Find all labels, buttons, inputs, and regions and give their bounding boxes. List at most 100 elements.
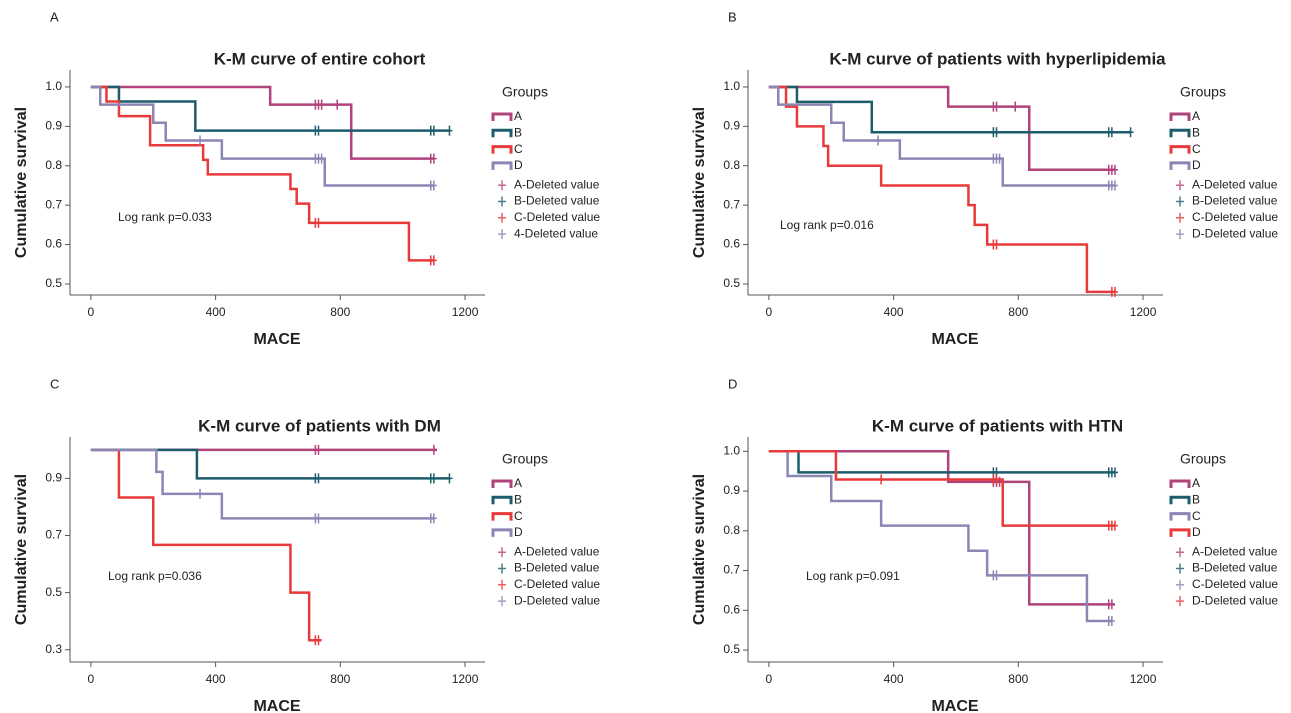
legend-censor-swatch — [1176, 196, 1184, 207]
y-tick-label: 0.5 — [723, 642, 740, 656]
legend-label: B — [514, 125, 522, 139]
legend-swatch — [1169, 528, 1191, 537]
panel: D K-M curve of patients with HTN MACE Cumul… — [691, 376, 1278, 713]
legend-label: D — [514, 525, 523, 539]
y-tick-label: 0.9 — [45, 471, 62, 485]
chart-title: K-M curve of patients with HTN — [872, 416, 1123, 435]
legend-label: A-Deleted value — [514, 544, 600, 558]
censor-mark — [993, 570, 1000, 581]
y-axis-label: Cumulative survival — [13, 474, 30, 625]
legend-label: C-Deleted value — [1192, 210, 1278, 224]
legend-label: B — [1192, 125, 1200, 139]
legend-swatch — [491, 528, 513, 537]
panel-label: B — [728, 9, 737, 24]
x-axis-label: MACE — [253, 331, 300, 348]
legend-label: B — [1192, 492, 1200, 506]
survival-curve — [768, 450, 1115, 474]
legend-swatch — [1169, 145, 1191, 154]
legend-label: A-Deleted value — [1192, 544, 1278, 558]
x-tick-label: 1200 — [452, 672, 479, 686]
y-tick-label: 1.0 — [45, 79, 62, 93]
y-tick-label: 0.7 — [45, 197, 62, 211]
legend-swatch — [491, 479, 513, 488]
y-tick-label: 0.7 — [723, 563, 740, 577]
y-tick-label: 0.9 — [45, 119, 62, 133]
legend-censor-swatch — [1176, 579, 1184, 590]
legend-label: C-Deleted value — [1192, 577, 1278, 591]
legend-title: Groups — [502, 84, 548, 100]
y-axis-label: Cumulative survival — [691, 474, 708, 625]
x-tick-label: 0 — [88, 672, 95, 686]
censor-mark — [315, 217, 322, 228]
censor-mark — [446, 473, 453, 484]
legend-censor-swatch — [498, 547, 506, 558]
panel: A K-M curve of entire cohort MACE Cumulativ… — [13, 9, 600, 348]
censor-mark — [315, 125, 322, 136]
legend-censor-swatch — [1176, 596, 1184, 607]
legend-censor-swatch — [498, 563, 506, 574]
survival-curve — [768, 85, 1115, 294]
censor-mark — [315, 635, 322, 646]
censor-mark — [993, 101, 1000, 112]
censor-mark — [197, 135, 204, 146]
legend-censor-swatch — [1176, 229, 1184, 240]
censor-mark — [1111, 164, 1118, 175]
y-tick-label: 0.8 — [45, 158, 62, 172]
legend-censor-swatch — [498, 180, 506, 191]
y-tick-label: 0.6 — [45, 237, 62, 251]
censor-mark — [430, 255, 437, 266]
legend-censor-swatch — [498, 212, 506, 223]
censor-mark — [1108, 127, 1115, 138]
legend-label: C-Deleted value — [514, 210, 600, 224]
legend-swatch — [491, 128, 513, 138]
chart-title: K-M curve of patients with hyperlipidemi… — [829, 49, 1166, 68]
y-tick-label: 1.0 — [723, 443, 740, 457]
censor-mark — [1127, 127, 1134, 138]
x-tick-label: 1200 — [452, 305, 479, 319]
legend-label: C-Deleted value — [514, 577, 600, 591]
legend-swatch — [491, 112, 513, 121]
survival-curve — [768, 450, 1115, 606]
legend-label: D-Deleted value — [1192, 226, 1278, 240]
legend-censor-swatch — [498, 596, 506, 607]
survival-curve — [90, 85, 450, 132]
censor-mark — [878, 474, 885, 485]
legend-swatch — [491, 161, 513, 170]
legend-label: A — [514, 109, 522, 123]
censor-mark — [1108, 599, 1115, 610]
censor-mark — [996, 153, 1003, 164]
censor-mark — [334, 99, 341, 110]
censor-mark — [1111, 467, 1118, 478]
legend-label: 4-Deleted value — [514, 226, 598, 240]
censor-mark — [875, 135, 882, 146]
x-tick-label: 400 — [884, 305, 904, 319]
panel-label: D — [728, 376, 737, 391]
y-tick-label: 0.7 — [723, 197, 740, 211]
survival-curve — [90, 448, 322, 642]
legend-label: B — [514, 492, 522, 506]
panel-label: C — [50, 376, 59, 391]
legend-censor-swatch — [1176, 180, 1184, 191]
legend-label: A — [1192, 476, 1200, 490]
legend-swatch — [491, 512, 513, 521]
legend-swatch — [1169, 479, 1191, 488]
censor-mark — [1111, 180, 1118, 191]
x-tick-label: 800 — [330, 305, 350, 319]
survival-curve — [768, 85, 1115, 187]
censor-mark — [430, 180, 437, 191]
legend-label: B-Deleted value — [1192, 561, 1278, 575]
x-tick-label: 400 — [206, 672, 226, 686]
x-tick-label: 800 — [330, 672, 350, 686]
survival-curve — [90, 85, 434, 187]
y-tick-label: 0.5 — [45, 276, 62, 290]
x-tick-label: 400 — [206, 305, 226, 319]
y-tick-label: 1.0 — [723, 79, 740, 93]
legend-censor-swatch — [498, 229, 506, 240]
legend-swatch — [491, 495, 513, 505]
legend-label: A-Deleted value — [514, 177, 600, 191]
censor-mark — [315, 444, 322, 455]
censor-mark — [430, 473, 437, 484]
annotation: Log rank p=0.033 — [118, 210, 212, 224]
censor-mark — [446, 125, 453, 136]
panel: B K-M curve of patients with hyperlipidem… — [691, 9, 1278, 348]
